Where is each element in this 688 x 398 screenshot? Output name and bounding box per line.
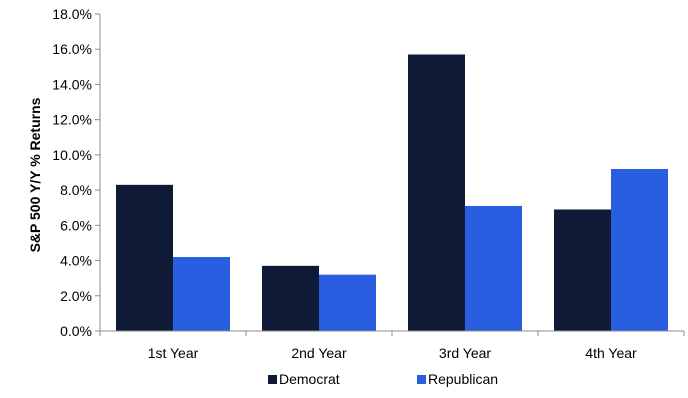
bar-democrat-3 [408,54,465,331]
legend-swatch-democrat [268,375,277,384]
bar-democrat-4 [554,209,611,331]
y-tick-label: 6.0% [60,217,92,233]
y-tick-label: 8.0% [60,182,92,198]
bar-republican-4 [611,168,668,331]
y-axis-ticks: 0.0% 2.0% 4.0% 6.0% 8.0% 10.0% 12.0% 14.0% 16.0%… [52,6,100,339]
y-tick-label: 12.0% [52,112,92,128]
x-tick-label: 2nd Year [291,345,347,361]
y-tick-label: 16.0% [52,41,92,57]
x-tick-label: 3rd Year [439,345,491,361]
y-tick-label: 14.0% [52,76,92,92]
legend-label-democrat: Democrat [279,371,340,387]
legend-label-republican: Republican [428,371,498,387]
y-tick-label: 4.0% [60,253,92,269]
bar-republican-3 [465,205,522,331]
y-axis-title: S&P 500 Y/Y % Returns [27,97,43,252]
x-axis-ticks: 1st Year 2nd Year 3rd Year 4th Year [99,331,685,361]
x-tick-label: 4th Year [585,345,637,361]
bar-group [116,54,668,331]
legend-swatch-republican [417,375,426,384]
legend: Democrat Republican [268,371,498,387]
bar-democrat-1 [116,184,173,331]
bar-republican-1 [173,257,230,331]
y-tick-label: 10.0% [52,147,92,163]
bar-republican-2 [319,274,376,331]
x-tick-label: 1st Year [148,345,199,361]
y-tick-label: 18.0% [52,6,92,22]
bar-democrat-2 [262,265,319,331]
y-tick-label: 2.0% [60,288,92,304]
y-tick-label: 0.0% [60,323,92,339]
